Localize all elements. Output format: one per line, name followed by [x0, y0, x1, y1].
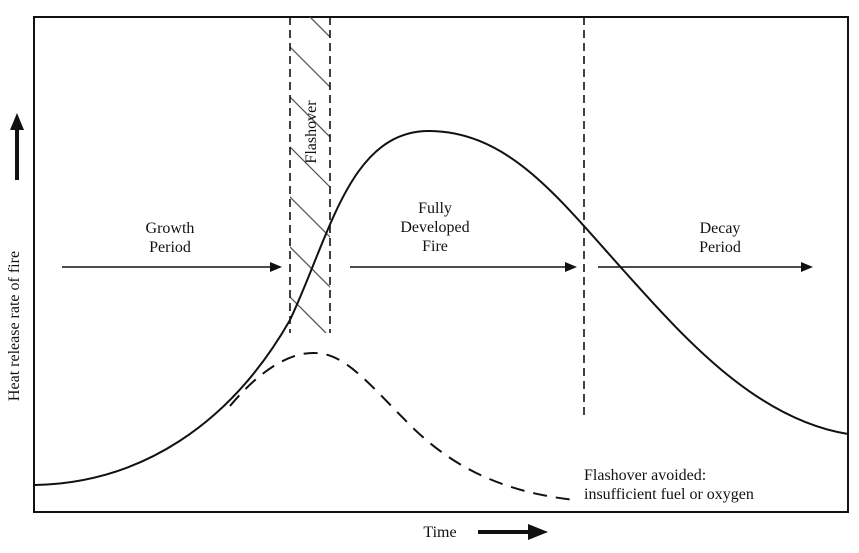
- decay-label-line-1: Decay: [699, 220, 741, 237]
- fully-developed-arrow: [350, 262, 577, 272]
- fully-developed-line-3: Fire: [422, 238, 448, 255]
- plot-frame: [33, 16, 849, 513]
- y-axis-arrow-icon: [10, 113, 24, 180]
- x-axis-label: Time: [423, 524, 457, 541]
- growth-label-line-1: Growth: [145, 220, 195, 237]
- annotation-line-2: insufficient fuel or oxygen: [584, 486, 754, 503]
- flashover-avoided-annotation: Flashover avoided: insufficient fuel or …: [584, 466, 754, 504]
- heat-release-curve: [34, 129, 849, 486]
- growth-arrow: [62, 262, 282, 272]
- flashover-hatching: [290, 17, 330, 333]
- fully-developed-line-1: Fully: [418, 200, 452, 217]
- y-axis-label: Heat release rate of fire: [6, 250, 23, 402]
- flashover-avoided-curve: [229, 351, 576, 501]
- fully-developed-line-2: Developed: [400, 219, 470, 236]
- decay-label-line-2: Period: [699, 239, 741, 256]
- fully-developed-label: Fully Developed Fire: [370, 199, 500, 256]
- x-axis-arrow-icon: [478, 524, 548, 540]
- flashover-label: Flashover: [303, 100, 320, 164]
- decay-period-label: Decay Period: [680, 219, 760, 257]
- growth-period-label: Growth Period: [130, 219, 210, 257]
- decay-arrow: [598, 262, 813, 272]
- growth-label-line-2: Period: [149, 239, 191, 256]
- annotation-line-1: Flashover avoided:: [584, 467, 707, 484]
